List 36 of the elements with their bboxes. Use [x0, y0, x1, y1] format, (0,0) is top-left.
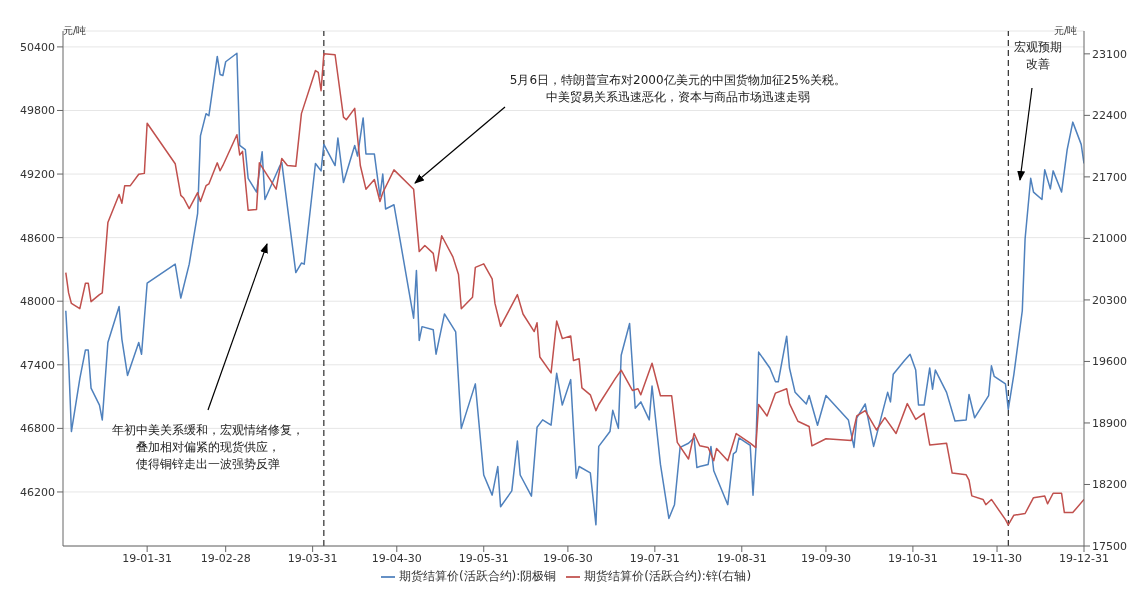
y2-tick-label: 22400	[1092, 109, 1127, 123]
x-tick-label: 19-03-31	[287, 551, 338, 565]
y-tick-label: 50400	[20, 40, 55, 54]
y-tick-label: 47400	[20, 358, 55, 372]
y2-tick-label: 20300	[1092, 293, 1127, 307]
y2-tick-label: 18900	[1092, 416, 1127, 430]
x-tick-label: 19-01-31	[122, 551, 173, 565]
y-tick-label: 48600	[20, 231, 55, 245]
y2-tick-label: 21700	[1092, 170, 1127, 184]
y2-tick-label: 19600	[1092, 355, 1127, 369]
y-tick-label: 48000	[20, 295, 55, 309]
legend-label: 期货结算价(活跃合约):锌(右轴)	[584, 569, 752, 583]
x-tick-label: 19-10-31	[887, 551, 938, 565]
y-tick-label: 46200	[20, 485, 55, 499]
legend-label: 期货结算价(活跃合约):阴极铜	[398, 569, 557, 583]
annotation: 年初中美关系缓和，宏观情绪修复，叠加相对偏紧的现货供应，使得铜锌走出一波强势反弹	[111, 422, 305, 473]
y2-tick-label: 18200	[1092, 478, 1127, 492]
y-axis-title: 元/吨	[63, 24, 87, 38]
y-tick-label: 46800	[20, 422, 55, 436]
x-tick-label: 19-04-30	[371, 551, 422, 565]
x-tick-label: 19-06-30	[542, 551, 593, 565]
x-tick-label: 19-05-31	[458, 551, 509, 565]
annotation: 宏观预期改善	[1013, 39, 1063, 73]
x-tick-label: 19-08-31	[716, 551, 767, 565]
x-tick-label: 19-09-30	[800, 551, 851, 565]
x-tick-label: 19-11-30	[972, 551, 1023, 565]
y2-tick-label: 23100	[1092, 47, 1127, 61]
y2-tick-label: 21000	[1092, 232, 1127, 246]
x-tick-label: 19-12-31	[1059, 551, 1109, 565]
x-tick-label: 19-02-28	[200, 551, 251, 565]
y-tick-label: 49200	[20, 167, 55, 181]
annotation: 5月6日，特朗普宣布对2000亿美元的中国货物加征25%关税。中美贸易关系迅速恶化，资本与商品市场迅速走弱	[508, 72, 848, 106]
x-tick-label: 19-07-31	[629, 551, 680, 565]
y2-tick-label: 17500	[1092, 539, 1127, 553]
y2-axis-title: 元/吨	[1054, 24, 1078, 38]
y-tick-label: 49800	[20, 104, 55, 118]
